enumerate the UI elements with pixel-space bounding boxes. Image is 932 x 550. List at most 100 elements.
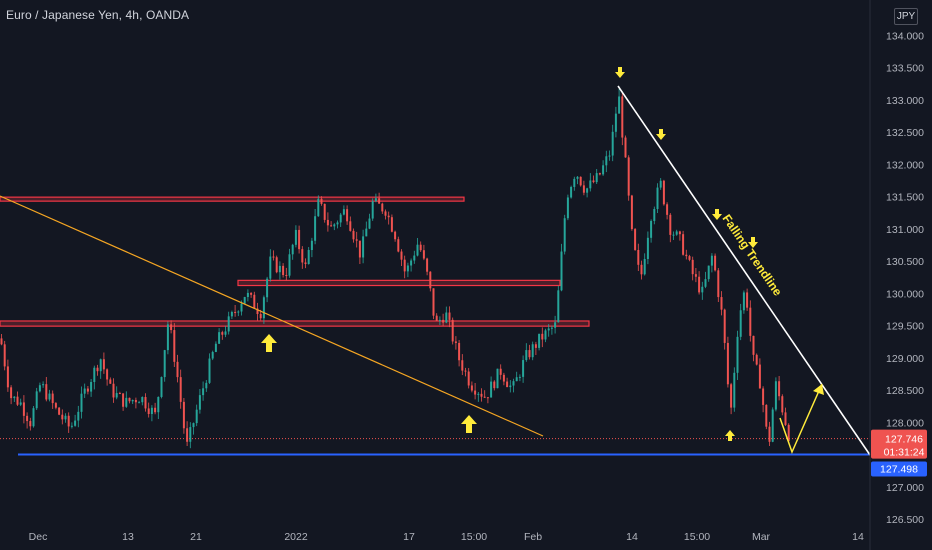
candle-body [573, 178, 576, 187]
candle-body [419, 244, 422, 251]
candle-body [742, 292, 745, 311]
candle-body [598, 173, 601, 175]
candle-body [611, 131, 614, 156]
candle-body [762, 388, 765, 405]
candle-body [358, 240, 361, 258]
resistance-zone[interactable] [237, 279, 561, 287]
candle-body [493, 381, 496, 389]
candle-body [579, 176, 582, 186]
resistance-zone[interactable] [0, 320, 590, 327]
candle-body [131, 399, 134, 402]
candle-body [195, 409, 198, 424]
candle-body [656, 187, 659, 209]
candle-body [269, 256, 272, 279]
candle-body [298, 229, 301, 250]
candle-body [173, 330, 176, 362]
candle-body [771, 409, 774, 442]
candle-body [570, 186, 573, 198]
candle-body [602, 165, 605, 175]
candle-body [301, 249, 304, 263]
candle-body [659, 180, 662, 188]
last-price-value: 127.746 [885, 434, 923, 446]
candle-body [707, 265, 710, 280]
candle-body [320, 198, 323, 204]
candle-body [256, 308, 259, 315]
projection-arrowhead [813, 384, 824, 395]
currency-badge[interactable]: JPY [894, 8, 918, 25]
x-tick-label: 15:00 [684, 531, 710, 543]
candle-body [362, 236, 365, 258]
candle-body [61, 414, 64, 420]
candle-body [387, 215, 390, 218]
candle-body [282, 265, 285, 276]
x-tick-label: 14 [626, 531, 638, 543]
candle-body [378, 198, 381, 204]
candle-body [160, 377, 163, 397]
resistance-zone[interactable] [0, 196, 465, 202]
candle-body [349, 221, 352, 231]
candle-body [93, 367, 96, 383]
candle-body [509, 385, 512, 388]
candle-body [317, 198, 320, 217]
candle-body [448, 312, 451, 320]
candle-body [275, 257, 278, 273]
candle-body [333, 224, 336, 227]
candle-body [528, 350, 531, 358]
candle-body [557, 290, 560, 323]
candle-body [640, 264, 643, 275]
up-arrow-icon [261, 334, 277, 352]
candle-body [35, 391, 38, 409]
candle-body [730, 384, 733, 408]
candle-body [86, 388, 89, 392]
candle-body [371, 201, 374, 219]
candle-body [643, 259, 646, 275]
support-price-tag[interactable]: 127.498 [871, 461, 927, 477]
candle-body [787, 424, 790, 442]
candle-body [285, 275, 288, 277]
candle-body [304, 262, 307, 264]
falling-trendline[interactable] [617, 85, 871, 456]
candle-body [406, 265, 409, 272]
y-tick-label: 132.000 [886, 159, 924, 171]
candle-body [176, 361, 179, 378]
candle-body [346, 209, 349, 222]
candle-body [96, 367, 99, 372]
candle-body [45, 384, 48, 400]
down-arrow-icon [712, 209, 722, 220]
candle-body [595, 173, 598, 183]
candle-body [397, 239, 400, 252]
time-axis[interactable]: Dec 13 21 2022 17 15:00 Feb 14 15:00 Mar 14 [29, 531, 864, 543]
y-tick-label: 132.500 [886, 127, 924, 139]
candle-body [566, 197, 569, 219]
candle-body [266, 278, 269, 298]
candle-body [758, 364, 761, 389]
candle-body [102, 359, 105, 370]
candle-body [323, 203, 326, 220]
candle-body [518, 376, 521, 378]
x-tick-label: 21 [190, 531, 202, 543]
y-tick-label: 129.000 [886, 353, 924, 365]
projection-path[interactable] [779, 383, 823, 455]
candle-body [662, 180, 665, 205]
down-arrow-icon [748, 237, 758, 248]
candle-body [605, 156, 608, 166]
candle-body [477, 393, 480, 395]
y-tick-label: 129.500 [886, 321, 924, 333]
candle-body [432, 288, 435, 316]
candle-body [483, 396, 486, 398]
candle-body [525, 350, 528, 361]
rising-trendline[interactable] [0, 195, 544, 437]
candle-body [154, 407, 157, 413]
x-tick-label: 14 [852, 531, 864, 543]
candle-body [144, 397, 147, 409]
candle-body [125, 397, 128, 407]
down-arrow-icon [615, 67, 625, 78]
candle-body [614, 113, 617, 132]
candle-body [688, 256, 691, 260]
candle-body [208, 358, 211, 383]
candle-body [691, 259, 694, 275]
candle-body [170, 324, 173, 331]
